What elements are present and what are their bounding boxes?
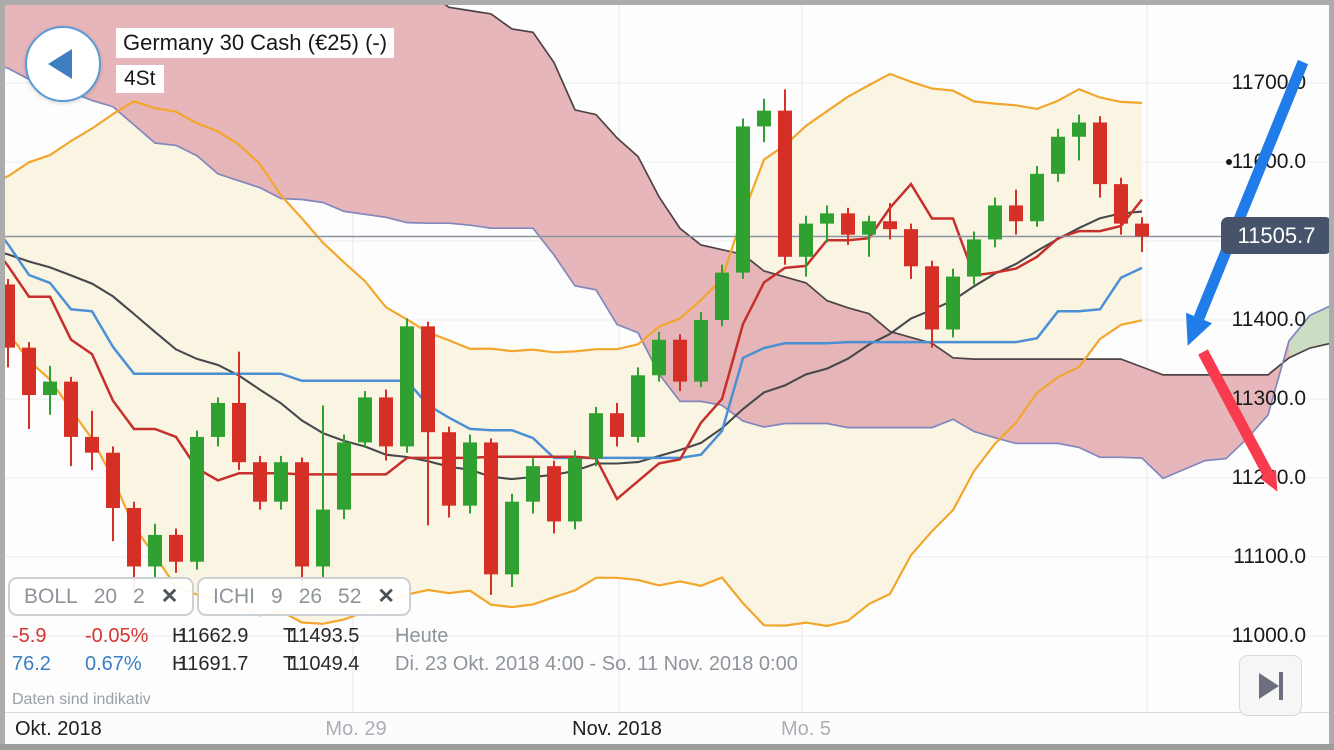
bollinger-lower-line <box>5 319 1143 628</box>
indicator-param: 26 <box>298 584 323 608</box>
bollinger-upper-line <box>5 72 1143 354</box>
indicator-param: 52 <box>338 584 362 608</box>
indicator-badge-boll[interactable]: BOLL 20 2 ✕ <box>8 577 195 616</box>
bollinger-mid-line <box>5 210 1143 481</box>
time-tick-label: Nov. 2018 <box>572 718 662 740</box>
skip-forward-icon <box>1258 671 1283 700</box>
timeframe-label[interactable]: 4St <box>116 65 164 93</box>
time-tick-label: Mo. 5 <box>780 718 832 740</box>
bollinger-band-fill <box>5 73 1142 626</box>
screen-frame <box>0 0 5 750</box>
kijun-line <box>5 238 1143 460</box>
change-points: 76.2 <box>12 653 51 675</box>
screen-frame <box>0 0 1334 5</box>
session-low: T 11493.5 <box>283 625 360 647</box>
remove-indicator-icon[interactable]: ✕ <box>160 585 179 608</box>
range-low: T 11049.4 <box>283 653 360 675</box>
current-price-value: 11505.7 <box>1237 223 1316 248</box>
time-axis: Okt. 2018 Mo. 29 Nov. 2018 Mo. 5 <box>0 712 1334 745</box>
time-tick-label: Okt. 2018 <box>15 718 102 740</box>
range-stats-row: 76.2 0.67% H 11691.7 T 11049.4 Di. 23 Ok… <box>0 653 840 679</box>
back-arrow-icon <box>48 49 72 79</box>
disclaimer-text: Daten sind indikativ <box>12 691 151 708</box>
indicator-badge-ichi[interactable]: ICHI 9 26 52 ✕ <box>197 577 412 616</box>
range-period: Di. 23 Okt. 2018 4:00 - So. 11 Nov. 2018… <box>395 653 798 675</box>
change-percent: 0.67% <box>85 653 142 675</box>
session-period: Heute <box>395 625 449 647</box>
indicator-param: 20 <box>93 584 118 608</box>
current-price-badge: 11505.7 <box>1221 217 1332 254</box>
indicator-param: 2 <box>133 584 145 608</box>
senkou-a-line <box>5 66 1330 480</box>
tenkan-line <box>5 182 1143 501</box>
time-tick-label: Mo. 29 <box>325 718 387 740</box>
range-high: H 11691.7 <box>172 653 249 675</box>
session-high: H 11662.9 <box>172 625 249 647</box>
indicator-param: 9 <box>271 584 283 608</box>
session-stats-row: -5.9 -0.05% H 11662.9 T 11493.5 Heute <box>0 625 840 651</box>
candles <box>5 89 1149 598</box>
instrument-title: Germany 30 Cash (€25) (-) <box>116 28 395 58</box>
back-button[interactable] <box>25 26 101 102</box>
indicator-name: BOLL <box>24 584 78 608</box>
screen-frame <box>1329 0 1334 750</box>
senkou-b-line <box>444 5 1330 376</box>
remove-indicator-icon[interactable]: ✕ <box>377 585 396 608</box>
screen-frame <box>0 744 1334 750</box>
indicator-name: ICHI <box>213 584 255 608</box>
change-percent: -0.05% <box>85 625 149 647</box>
change-points: -5.9 <box>12 625 47 647</box>
skip-to-latest-button[interactable] <box>1239 655 1302 716</box>
